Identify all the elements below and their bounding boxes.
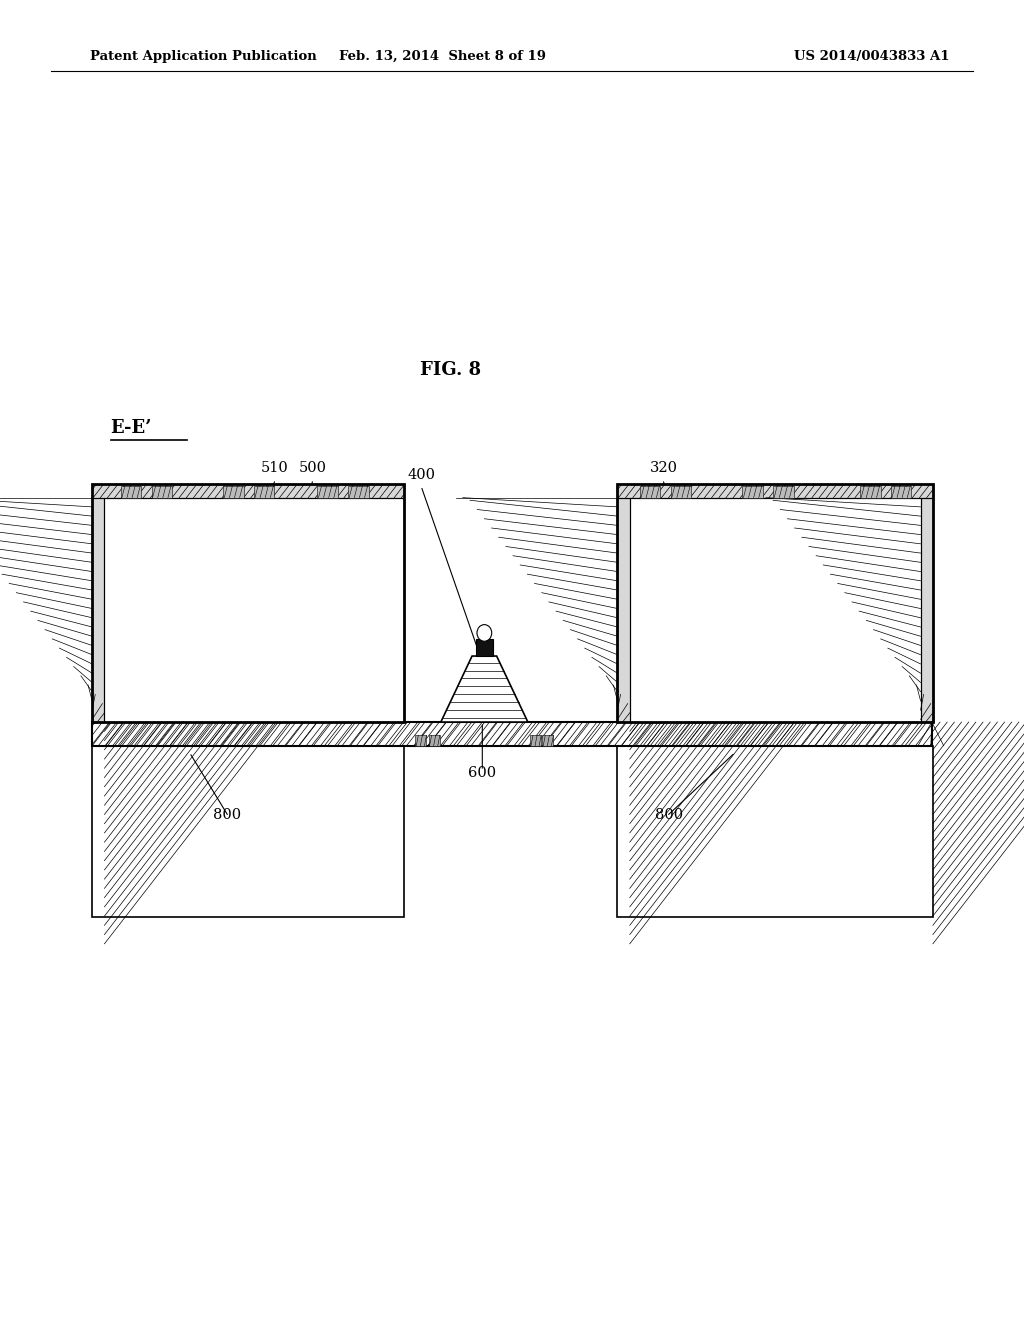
Bar bbox=[476, 639, 493, 656]
Text: US 2014/0043833 A1: US 2014/0043833 A1 bbox=[794, 50, 949, 63]
Bar bbox=[121, 486, 141, 498]
Bar bbox=[428, 735, 440, 746]
Bar bbox=[630, 498, 921, 722]
Bar bbox=[671, 486, 691, 498]
Bar bbox=[348, 486, 369, 498]
Bar bbox=[92, 722, 932, 746]
Bar bbox=[92, 498, 104, 722]
Text: FIG. 8: FIG. 8 bbox=[420, 360, 481, 379]
Bar bbox=[152, 486, 172, 498]
Bar bbox=[617, 498, 630, 722]
Text: 400: 400 bbox=[408, 467, 436, 482]
Bar bbox=[921, 498, 933, 722]
Text: 320: 320 bbox=[649, 461, 678, 475]
Text: 800: 800 bbox=[654, 808, 683, 822]
Bar bbox=[223, 486, 244, 498]
Bar bbox=[891, 486, 911, 498]
Text: 800: 800 bbox=[213, 808, 242, 822]
Bar bbox=[617, 484, 933, 722]
Bar bbox=[92, 484, 404, 722]
Bar bbox=[617, 746, 933, 917]
Text: 510: 510 bbox=[260, 461, 289, 475]
Bar bbox=[92, 722, 932, 746]
Text: 500: 500 bbox=[298, 461, 327, 475]
Polygon shape bbox=[440, 656, 528, 722]
Ellipse shape bbox=[477, 624, 492, 642]
Bar bbox=[921, 498, 933, 722]
Bar bbox=[92, 746, 404, 917]
Bar bbox=[617, 498, 630, 722]
Bar bbox=[92, 484, 404, 498]
Bar bbox=[92, 498, 104, 722]
Bar bbox=[742, 486, 763, 498]
Bar bbox=[543, 735, 553, 746]
Bar bbox=[254, 486, 274, 498]
Bar bbox=[773, 486, 794, 498]
Bar bbox=[617, 484, 933, 498]
Text: Patent Application Publication: Patent Application Publication bbox=[90, 50, 316, 63]
Bar bbox=[860, 486, 881, 498]
Bar bbox=[530, 735, 541, 746]
Bar bbox=[640, 486, 660, 498]
Bar bbox=[104, 498, 404, 722]
Text: Feb. 13, 2014  Sheet 8 of 19: Feb. 13, 2014 Sheet 8 of 19 bbox=[339, 50, 546, 63]
Bar bbox=[92, 484, 404, 498]
Bar bbox=[416, 735, 426, 746]
Bar bbox=[617, 484, 933, 498]
Text: 600: 600 bbox=[468, 766, 497, 780]
Bar bbox=[317, 486, 338, 498]
Text: E-E’: E-E’ bbox=[111, 418, 153, 437]
